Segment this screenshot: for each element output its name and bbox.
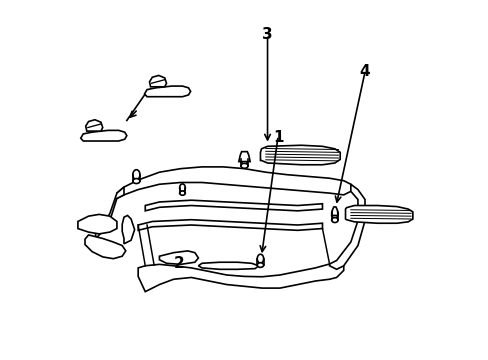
Ellipse shape — [241, 163, 247, 168]
Ellipse shape — [133, 170, 140, 180]
Polygon shape — [122, 215, 134, 244]
Polygon shape — [144, 86, 190, 97]
Polygon shape — [159, 251, 198, 264]
Polygon shape — [78, 215, 117, 234]
Polygon shape — [138, 220, 322, 230]
Text: 4: 4 — [359, 64, 369, 80]
Ellipse shape — [257, 263, 263, 267]
Polygon shape — [145, 200, 322, 211]
Polygon shape — [85, 235, 125, 259]
Ellipse shape — [257, 254, 263, 263]
Polygon shape — [85, 120, 102, 131]
Text: 1: 1 — [272, 130, 283, 145]
Ellipse shape — [179, 191, 185, 195]
Polygon shape — [329, 184, 364, 269]
Ellipse shape — [331, 209, 337, 218]
Text: 2: 2 — [173, 256, 184, 271]
Ellipse shape — [241, 154, 247, 165]
Polygon shape — [331, 207, 337, 215]
Polygon shape — [138, 264, 343, 292]
Polygon shape — [198, 262, 258, 269]
Polygon shape — [81, 130, 126, 141]
Polygon shape — [117, 167, 350, 198]
Ellipse shape — [331, 217, 337, 222]
Polygon shape — [149, 76, 166, 87]
Polygon shape — [96, 187, 124, 238]
Ellipse shape — [179, 184, 185, 192]
Text: 3: 3 — [262, 27, 272, 42]
Polygon shape — [345, 206, 412, 223]
Ellipse shape — [133, 179, 140, 184]
Polygon shape — [238, 152, 250, 162]
Polygon shape — [260, 145, 340, 165]
